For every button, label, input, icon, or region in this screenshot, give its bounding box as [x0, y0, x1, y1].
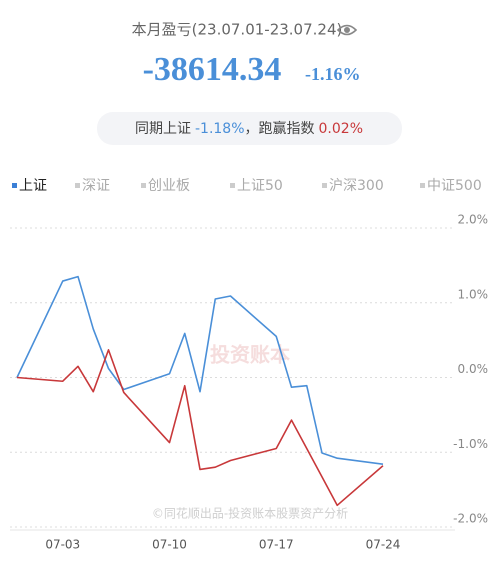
y-tick-label: 0.0% — [458, 362, 489, 376]
tab-marker — [230, 183, 235, 188]
tab[interactable]: 创业板 — [148, 178, 190, 194]
x-tick-label: 07-03 — [45, 538, 80, 552]
x-tick-label: 07-17 — [259, 538, 294, 552]
series-line — [16, 349, 384, 507]
tab[interactable]: 沪深300 — [329, 178, 384, 194]
tab-marker — [141, 183, 146, 188]
x-tick-label: 07-24 — [366, 538, 401, 552]
excess: 0.02% — [319, 121, 363, 137]
eye-icon[interactable] — [336, 24, 358, 36]
comparison-label: 同期上证 — [135, 121, 191, 137]
series-line — [16, 275, 384, 466]
tab[interactable]: 中证500 — [427, 178, 482, 194]
y-tick-label: -1.0% — [453, 437, 488, 451]
comparison: 同期上证 -1.18%，跑赢指数 0.02% — [135, 120, 363, 137]
tab-marker — [75, 183, 80, 188]
tab-marker — [12, 183, 17, 188]
y-tick-label: 1.0% — [458, 287, 489, 301]
x-tick-label: 07-10 — [152, 538, 187, 552]
y-tick-label: -2.0% — [453, 512, 488, 526]
title: 本月盈亏(23.07.01-23.07.24) — [132, 21, 343, 39]
tab-marker — [420, 183, 425, 188]
tab[interactable]: 上证50 — [237, 178, 283, 194]
tab[interactable]: 深证 — [82, 178, 110, 194]
percent: -1.16% — [305, 64, 361, 84]
tab[interactable]: 上证 — [19, 178, 47, 194]
tab-marker — [322, 183, 327, 188]
comparison-pill — [97, 112, 402, 145]
separator: ，跑赢指数 — [245, 120, 315, 137]
index-change: -1.18% — [195, 121, 245, 137]
y-tick-label: 2.0% — [458, 213, 489, 227]
footer-watermark: ©同花顺出品-投资账本股票资产分析 — [152, 506, 348, 521]
amount: -38614.34 — [143, 51, 282, 88]
watermark: 投资账本 — [210, 343, 290, 367]
